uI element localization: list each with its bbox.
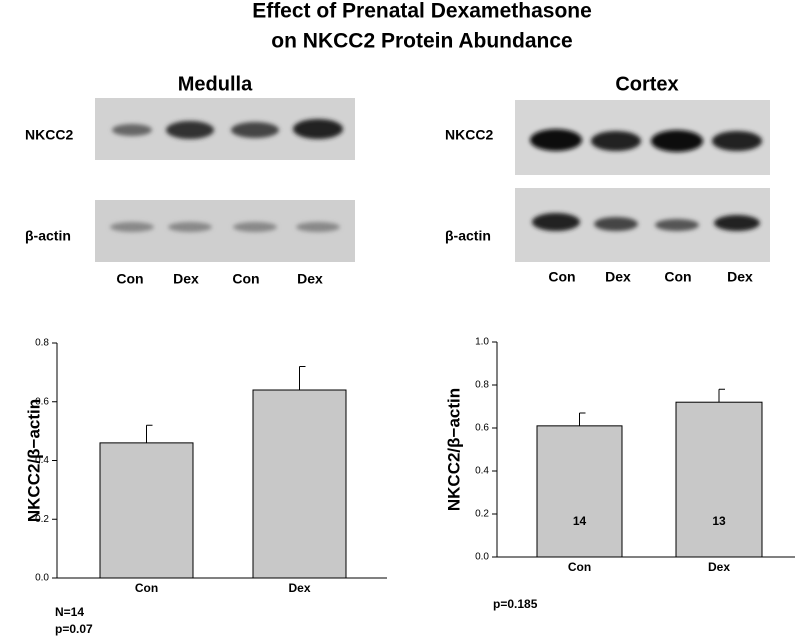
blot-row-label: β-actin — [25, 228, 71, 244]
lane-label: Con — [232, 271, 259, 287]
blot-row-label: NKCC2 — [25, 127, 73, 143]
note: p=0.185 — [493, 597, 538, 611]
note: p=0.07 — [55, 622, 93, 636]
lane-label: Dex — [727, 269, 753, 285]
bands — [110, 119, 343, 232]
figure-title: Effect of Prenatal Dexamethasone — [252, 0, 592, 23]
y-tick-label: 1.0 — [475, 337, 489, 348]
figure-title: on NKCC2 Protein Abundance — [271, 30, 572, 53]
bar — [99, 442, 194, 579]
lane-label: Con — [664, 269, 691, 285]
lane-label: Con — [116, 271, 143, 287]
y-tick-label: 0.4 — [475, 466, 489, 477]
bar-label: 13 — [712, 514, 726, 528]
y-tick-label: 0.8 — [35, 338, 49, 349]
bar-label: 14 — [573, 514, 587, 528]
y-tick-label: 0.6 — [475, 423, 489, 434]
error-bar — [146, 424, 153, 443]
lane-label: Dex — [173, 271, 199, 287]
error-bar — [718, 388, 725, 403]
y-tick-label: 0.0 — [475, 552, 489, 563]
bar — [252, 389, 347, 579]
bar — [675, 401, 763, 558]
x-tick-label: Con — [568, 560, 591, 574]
y-tick-label: 0.0 — [35, 573, 49, 584]
lane-label: Dex — [605, 269, 631, 285]
y-tick-label: 0.2 — [35, 514, 49, 525]
error-bar — [579, 412, 586, 426]
bar — [536, 425, 623, 558]
y-tick-label: 0.8 — [475, 380, 489, 391]
x-tick-label: Dex — [708, 560, 730, 574]
y-axis-label: NKCC2/β−actin — [24, 399, 43, 522]
x-tick-label: Con — [135, 581, 158, 595]
y-tick-label: 0.2 — [475, 509, 489, 520]
blot-title: Medulla — [178, 73, 253, 95]
y-axis-label: NKCC2/β−actin — [444, 388, 463, 511]
blot-title: Cortex — [615, 73, 678, 95]
lane-label: Dex — [297, 271, 323, 287]
y-tick-label: 0.6 — [35, 396, 49, 407]
lane-label: Con — [548, 269, 575, 285]
blot-row-label: β-actin — [445, 228, 491, 244]
y-tick-label: 0.4 — [35, 455, 49, 466]
note: N=14 — [55, 605, 84, 619]
bands — [530, 129, 762, 231]
blot-row-label: NKCC2 — [445, 127, 493, 143]
x-tick-label: Dex — [288, 581, 310, 595]
error-bar — [299, 366, 306, 390]
